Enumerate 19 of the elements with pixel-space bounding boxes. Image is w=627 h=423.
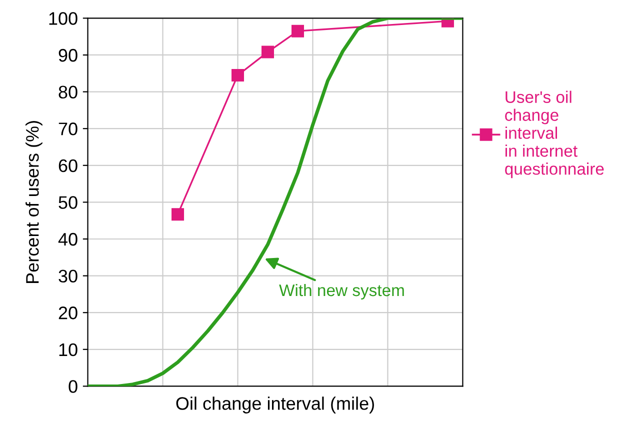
y-tick-label: 90 bbox=[58, 48, 78, 62]
y-tick-label: 60 bbox=[58, 159, 78, 172]
point bbox=[172, 208, 184, 221]
legend-label: User's oil change interval in internet questionnaire bbox=[505, 90, 604, 178]
y-tick-label: 70 bbox=[58, 122, 78, 136]
y-tick-label: 40 bbox=[58, 232, 78, 246]
y-tick-label: 30 bbox=[58, 270, 78, 283]
y-tick-label: 0 bbox=[68, 380, 78, 393]
y-tick-label: 10 bbox=[59, 343, 78, 356]
y-axis-title: Percent of users (%) bbox=[26, 121, 42, 283]
point bbox=[292, 24, 304, 38]
y-tick-label: 20 bbox=[58, 306, 78, 320]
y-tick-label: 50 bbox=[58, 196, 78, 209]
point bbox=[262, 46, 274, 58]
annotation: With new system bbox=[279, 284, 404, 300]
point bbox=[232, 68, 244, 82]
y-tick-label: 100 bbox=[49, 12, 78, 25]
x-axis-title: Oil change interval (mile) bbox=[176, 396, 374, 414]
y-tick-label: 80 bbox=[58, 86, 78, 99]
